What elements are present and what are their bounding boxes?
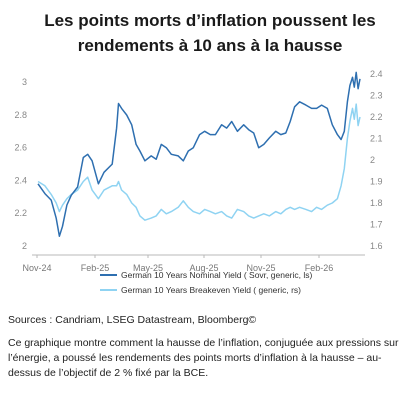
- left-tick-label: 2.8: [14, 110, 27, 120]
- right-tick-label: 2.4: [370, 69, 383, 79]
- right-tick-label: 2: [370, 155, 375, 165]
- source-note: Sources : Candriam, LSEG Datastream, Blo…: [8, 314, 257, 326]
- left-tick-label: 2: [22, 241, 27, 251]
- left-tick-label: 2.2: [14, 208, 27, 218]
- right-tick-label: 1.7: [370, 220, 383, 230]
- left-axis: 2 2.2 2.4 2.6 2.8 3: [14, 77, 27, 251]
- left-tick-label: 3: [22, 77, 27, 87]
- plot-area: 2 2.2 2.4 2.6 2.8 3 1.6 1.7 1.8 1.9 2 2.1 2.2 2.3 2.4…: [14, 69, 382, 273]
- legend: German 10 Years Nominal Yield ( Sovr, ge…: [100, 270, 313, 295]
- chart-title: Les points morts d’inflation poussent le…: [0, 8, 420, 58]
- legend-label-breakeven: German 10 Years Breakeven Yield ( generi…: [121, 285, 301, 295]
- legend-label-nominal: German 10 Years Nominal Yield ( Sovr, ge…: [121, 270, 313, 280]
- right-tick-label: 1.9: [370, 177, 383, 187]
- right-tick-label: 2.1: [370, 134, 383, 144]
- chart-caption: Ce graphique montre comment la hausse de…: [8, 337, 399, 379]
- left-tick-label: 2.4: [14, 175, 27, 185]
- right-tick-label: 2.2: [370, 112, 383, 122]
- x-axis: Nov-24 Feb-25 May-25 Aug-25 Nov-25 Feb-26: [22, 255, 333, 273]
- x-tick-label: May-25: [133, 263, 163, 273]
- line-chart: 2 2.2 2.4 2.6 2.8 3 1.6 1.7 1.8 1.9 2 2.1 2.2 2.3 2.4…: [14, 69, 382, 295]
- series-line-breakeven-yield: [37, 103, 361, 221]
- series-line-nominal-yield: [37, 71, 361, 237]
- left-tick-label: 2.6: [14, 143, 27, 153]
- series-lines: [37, 71, 361, 237]
- x-tick-label: Nov-25: [246, 263, 275, 273]
- x-tick-label: Nov-24: [22, 263, 51, 273]
- x-tick-label: Feb-26: [305, 263, 334, 273]
- x-tick-label: Aug-25: [189, 263, 218, 273]
- right-tick-label: 1.6: [370, 241, 383, 251]
- right-tick-label: 2.3: [370, 91, 383, 101]
- x-tick-label: Feb-25: [81, 263, 110, 273]
- chart-title-line-2: rendements à 10 ans à la hausse: [77, 36, 343, 55]
- right-axis: 1.6 1.7 1.8 1.9 2 2.1 2.2 2.3 2.4: [370, 69, 383, 251]
- right-tick-label: 1.8: [370, 198, 383, 208]
- chart-title-line-1: Les points morts d’inflation poussent le…: [44, 11, 376, 30]
